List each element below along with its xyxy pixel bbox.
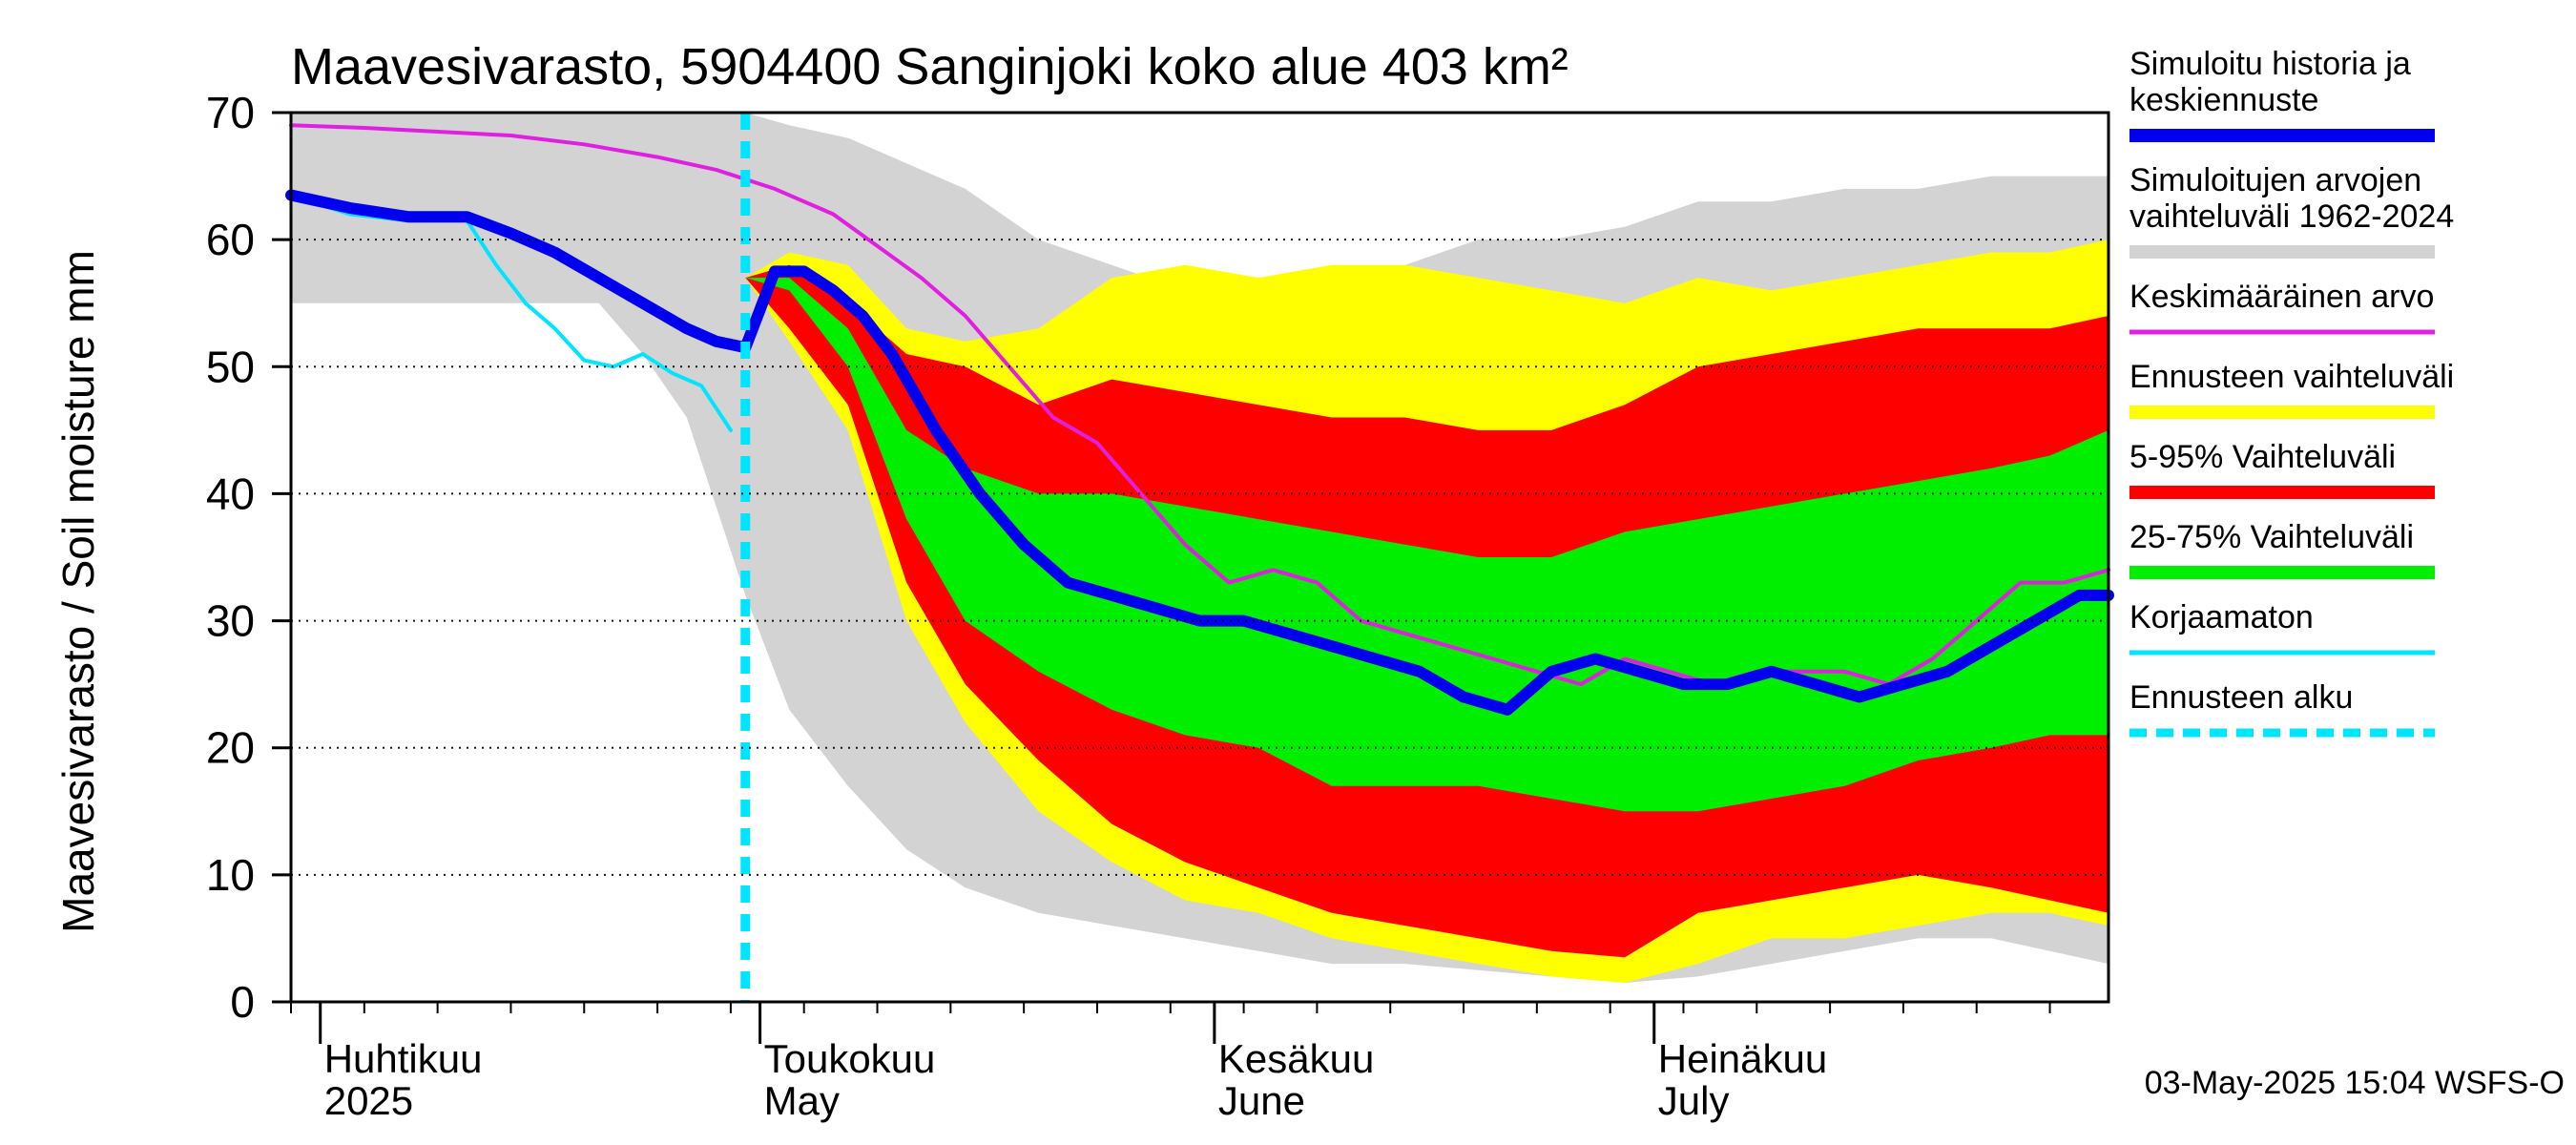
month-label-fi-3: Heinäkuu [1658, 1036, 1827, 1081]
y-tick-label-40: 40 [206, 468, 255, 518]
legend-label: Ennusteen alku [2129, 679, 2353, 716]
legend-label: Simuloitu historia ja [2129, 46, 2411, 82]
y-tick-label-50: 50 [206, 342, 255, 391]
y-tick-label-20: 20 [206, 723, 255, 773]
month-label-en-2: June [1218, 1078, 1305, 1123]
legend-item-2: Keskimääräinen arvo [2129, 279, 2435, 335]
legend-label: 25-75% Vaihteluväli [2129, 519, 2414, 555]
month-label-fi-2: Kesäkuu [1218, 1036, 1374, 1081]
legend-label: vaihteluväli 1962-2024 [2129, 198, 2454, 235]
chart-title: Maavesivarasto, 5904400 Sanginjoki koko … [291, 38, 1568, 95]
y-axis-label: Maavesivarasto / Soil moisture mm [53, 250, 103, 933]
y-tick-label-10: 10 [206, 850, 255, 900]
lines-layer [285, 113, 2114, 1002]
legend-label: Ennusteen vaihteluväli [2129, 359, 2454, 395]
bands-layer [291, 113, 2109, 984]
y-tick-label-70: 70 [206, 88, 255, 137]
legend-label: Korjaamaton [2129, 599, 2314, 635]
y-tick-label-30: 30 [206, 596, 255, 646]
y-tick-label-60: 60 [206, 215, 255, 264]
month-label-en-3: July [1658, 1078, 1730, 1123]
legend-item-7: Ennusteen alku [2129, 679, 2435, 738]
legend-label: 5-95% Vaihteluväli [2129, 439, 2396, 475]
line-simuloitu-historia-ja-keskiennuste [285, 189, 2114, 716]
legend-item-3: Ennusteen vaihteluväli [2129, 359, 2454, 419]
legend-label: Keskimääräinen arvo [2129, 279, 2434, 315]
plot-frame [289, 111, 2110, 1004]
legend-item-5: 25-75% Vaihteluväli [2129, 519, 2435, 579]
month-label-fi-0: Huhtikuu [324, 1036, 483, 1081]
month-label-fi-1: Toukokuu [764, 1036, 936, 1081]
legend-label: Simuloitujen arvojen [2129, 162, 2421, 198]
legend: Simuloitu historia jakeskiennusteSimuloi… [2129, 46, 2454, 738]
month-label-en-1: May [764, 1078, 840, 1123]
line-keskim-r-inen-arvo [289, 123, 2110, 687]
legend-label: keskiennuste [2129, 82, 2318, 118]
timestamp: 03-May-2025 15:04 WSFS-O [2145, 1065, 2565, 1101]
y-tick-label-0: 0 [230, 977, 255, 1027]
month-label-en-0: 2025 [324, 1078, 413, 1123]
legend-item-6: Korjaamaton [2129, 599, 2435, 656]
legend-item-4: 5-95% Vaihteluväli [2129, 439, 2435, 499]
